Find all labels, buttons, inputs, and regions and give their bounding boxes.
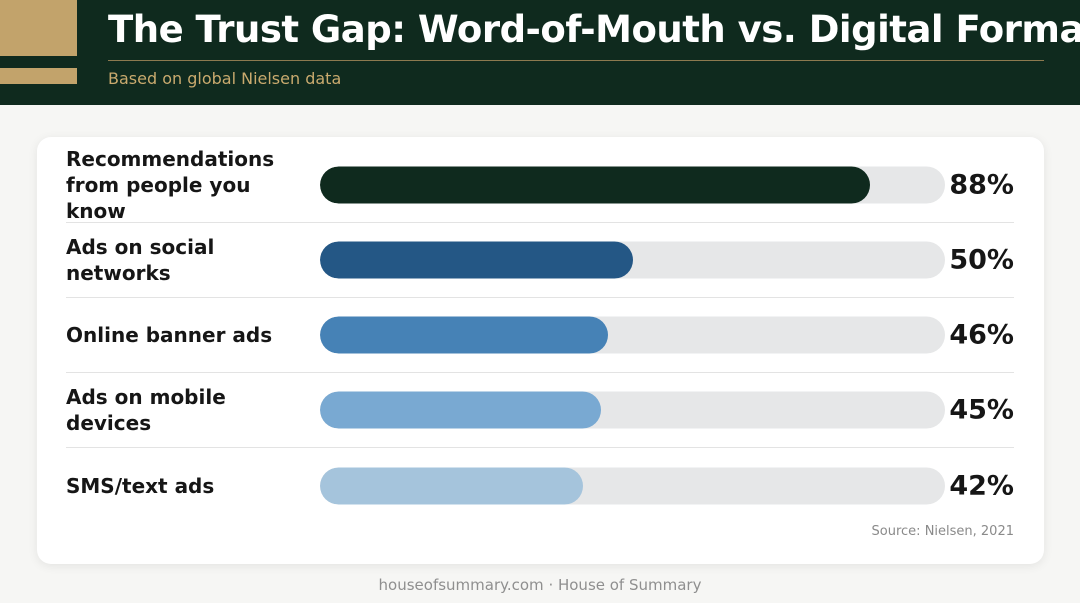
bar-row: Ads on mobile devices 45% <box>66 373 1014 448</box>
page-subtitle: Based on global Nielsen data <box>108 69 342 88</box>
bar-track <box>320 391 945 429</box>
bar-row: SMS/text ads 42% <box>66 448 1014 523</box>
bar-fill <box>320 166 870 204</box>
chart-card: Recommendations from people you know 88% A… <box>37 137 1044 564</box>
bar-label: Ads on social networks <box>66 235 215 285</box>
title-divider <box>108 60 1044 61</box>
bar-fill <box>320 241 633 279</box>
gold-accent-stripe <box>0 68 77 84</box>
gold-accent-block <box>0 0 77 56</box>
bar-track <box>320 166 945 204</box>
bar-value-label: 88% <box>949 169 1014 201</box>
page-title: The Trust Gap: Word-of-Mouth vs. Digital… <box>108 8 1080 51</box>
bar-label: Ads on mobile devices <box>66 385 226 435</box>
bar-row: Ads on social networks 50% <box>66 223 1014 298</box>
bar-label: Online banner ads <box>66 323 273 347</box>
bar-value-label: 46% <box>949 319 1014 351</box>
bar-fill <box>320 467 583 504</box>
bar-track <box>320 241 945 279</box>
footer-credit: houseofsummary.com · House of Summary <box>378 576 702 594</box>
bar-value-label: 45% <box>949 394 1014 426</box>
bar-fill <box>320 391 601 429</box>
bar-row: Recommendations from people you know 88% <box>66 147 1014 223</box>
bar-row: Online banner ads 46% <box>66 298 1014 373</box>
bar-label: Recommendations from people you know <box>66 147 275 223</box>
bar-fill <box>320 316 608 354</box>
bar-track <box>320 467 945 504</box>
bar-value-label: 42% <box>949 470 1014 501</box>
bar-label: SMS/text ads <box>66 473 215 498</box>
chart-source: Source: Nielsen, 2021 <box>871 524 1014 539</box>
bar-value-label: 50% <box>949 244 1014 276</box>
header-banner: The Trust Gap: Word-of-Mouth vs. Digital… <box>0 0 1080 105</box>
bar-track <box>320 316 945 354</box>
